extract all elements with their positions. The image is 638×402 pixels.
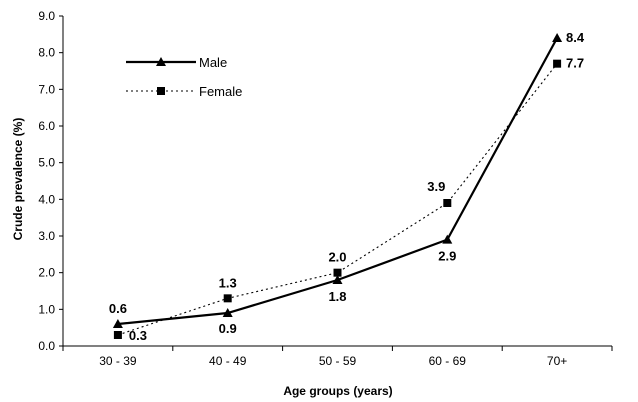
male-point: [222, 308, 233, 317]
female-data-label: 7.7: [566, 56, 584, 71]
female-data-label: 1.3: [219, 275, 237, 290]
female-point: [113, 331, 122, 339]
female-point: [333, 268, 342, 277]
y-tick-label: 5.0: [38, 156, 55, 170]
male-data-label: 0.9: [219, 321, 237, 336]
y-tick-label: 3.0: [38, 229, 55, 243]
female-data-label: 2.0: [328, 250, 346, 265]
y-tick-label: 1.0: [38, 302, 55, 316]
male-data-label: 1.8: [328, 289, 346, 304]
legend: Male Female: [126, 55, 242, 99]
legend-marker: [156, 57, 166, 66]
x-axis-ticks: 30 - 39 40 - 49 50 - 59 60 - 69 70+: [62, 346, 613, 368]
x-tick-label: 30 - 39: [99, 354, 137, 368]
male-point: [112, 319, 123, 328]
x-tick-label: 60 - 69: [429, 354, 467, 368]
y-axis-label: Crude prevalence (%): [11, 118, 25, 241]
legend-item-female: Female: [126, 84, 242, 99]
female-data-label: 3.9: [427, 179, 445, 194]
y-tick-label: 4.0: [38, 192, 55, 206]
y-tick-label: 9.0: [38, 9, 55, 23]
x-tick-label: 40 - 49: [209, 354, 247, 368]
female-data-label: 0.3: [129, 328, 147, 343]
legend-label: Female: [199, 84, 242, 99]
male-point: [442, 234, 453, 244]
y-tick-label: 7.0: [38, 82, 55, 96]
axes: [62, 16, 612, 347]
series-female: [113, 59, 562, 339]
legend-item-male: Male: [126, 55, 227, 70]
x-tick-label: 50 - 59: [319, 354, 357, 368]
female-point: [223, 294, 232, 303]
male-data-label: 2.9: [438, 249, 456, 264]
male-point: [552, 33, 563, 42]
y-axis-ticks: 0.0 1.0 2.0 3.0 4.0 5.0 6.0 7.0 8.0 9.0: [38, 9, 63, 353]
male-point: [332, 275, 343, 284]
legend-marker: [157, 87, 165, 95]
female-point: [443, 199, 452, 207]
y-tick-label: 2.0: [38, 266, 55, 280]
series-layer: [112, 33, 563, 339]
male-data-label: 0.6: [109, 301, 127, 316]
y-tick-label: 6.0: [38, 119, 55, 133]
female-point: [553, 59, 562, 68]
x-axis-label: Age groups (years): [283, 384, 392, 398]
data-labels: 0.6 0.9 1.8 2.9 8.4 0.3 1.3 2.0 3.9 7.7: [109, 30, 585, 343]
male-data-label: 8.4: [566, 30, 585, 45]
y-tick-label: 0.0: [38, 339, 55, 353]
series-male: [112, 33, 563, 328]
legend-label: Male: [199, 55, 227, 70]
y-tick-label: 8.0: [38, 46, 55, 60]
x-tick-label: 70+: [547, 354, 567, 368]
